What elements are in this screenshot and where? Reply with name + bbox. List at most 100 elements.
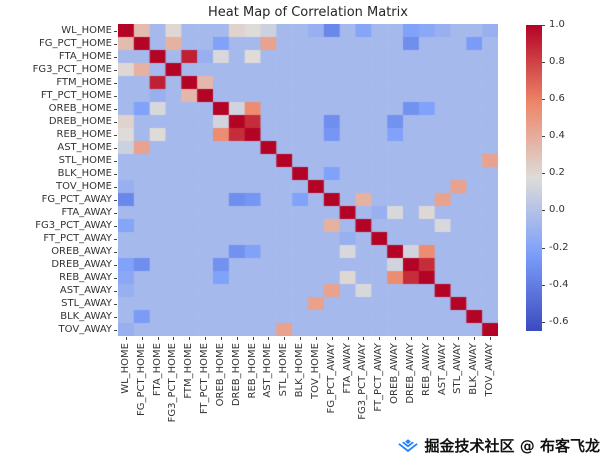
x-axis-tick <box>205 337 207 340</box>
y-axis-tick <box>114 329 117 331</box>
x-axis-tick <box>252 337 254 340</box>
y-axis-tick <box>114 56 117 58</box>
x-axis-tick <box>363 337 365 340</box>
y-axis-label: REB_AWAY <box>59 272 112 283</box>
y-axis-label: FTA_AWAY <box>61 207 112 218</box>
y-axis-tick <box>114 186 117 188</box>
y-axis-label: FT_PCT_HOME <box>40 90 112 101</box>
colorbar-tick-label: 1.0 <box>549 19 565 30</box>
y-axis-label: DREB_HOME <box>48 116 112 127</box>
x-axis-label: FG_PCT_HOME <box>135 343 147 416</box>
x-axis-label: DREB_HOME <box>230 343 242 407</box>
watermark: 掘金技术社区 @ 布客飞龙 <box>397 435 600 456</box>
x-axis-tick <box>141 337 143 340</box>
y-axis-tick <box>114 95 117 97</box>
y-axis-tick <box>114 160 117 162</box>
colorbar-tick <box>542 321 545 323</box>
colorbar-tick-label: 0.2 <box>549 167 565 179</box>
x-axis-label: TOV_AWAY <box>484 343 496 397</box>
x-axis-label: OREB_AWAY <box>389 343 401 404</box>
y-axis-label: AST_AWAY <box>59 285 112 296</box>
y-axis-label: FTM_HOME <box>56 77 112 88</box>
x-axis-tick <box>125 337 127 340</box>
y-axis-tick <box>114 82 117 84</box>
colorbar-tick <box>542 99 545 101</box>
colorbar-tick-label: 0.8 <box>549 56 565 68</box>
y-axis-tick <box>114 290 117 292</box>
y-axis-tick <box>114 251 117 253</box>
colorbar-tick-label: 0.6 <box>549 93 565 105</box>
y-axis-label: STL_AWAY <box>61 298 112 309</box>
y-axis-tick <box>114 69 117 71</box>
y-axis-label: TOV_AWAY <box>58 324 112 335</box>
y-axis-tick <box>114 316 117 318</box>
x-axis-label: AST_HOME <box>262 343 274 398</box>
y-axis-tick <box>114 212 117 214</box>
colorbar <box>526 25 542 331</box>
y-axis-tick <box>114 264 117 266</box>
x-axis-label: FG3_PCT_AWAY <box>357 343 369 420</box>
y-axis-tick <box>114 173 117 175</box>
x-axis-label: FT_PCT_HOME <box>199 343 211 415</box>
x-axis-tick <box>236 337 238 340</box>
y-axis-label: FG3_PCT_AWAY <box>35 220 112 231</box>
y-axis-tick <box>114 238 117 240</box>
watermark-text: 掘金技术社区 @ 布客飞龙 <box>424 437 600 455</box>
y-axis-label: TOV_HOME <box>56 181 112 192</box>
x-axis-tick <box>331 337 333 340</box>
colorbar-tick-label: -0.2 <box>549 241 569 253</box>
x-axis-label: TOV_HOME <box>309 343 321 399</box>
y-axis-label: DREB_AWAY <box>51 259 112 270</box>
y-axis-tick <box>114 30 117 32</box>
x-axis-tick <box>379 337 381 340</box>
y-axis-label: OREB_HOME <box>48 103 112 114</box>
x-axis-label: FTA_HOME <box>151 343 163 397</box>
x-axis-label: REB_AWAY <box>420 343 432 396</box>
y-axis-tick <box>114 303 117 305</box>
x-axis-tick <box>268 337 270 340</box>
colorbar-tick <box>542 173 545 175</box>
x-axis-tick <box>173 337 175 340</box>
y-axis-label: OREB_AWAY <box>51 246 112 257</box>
y-axis-tick <box>114 277 117 279</box>
x-axis-label: REB_HOME <box>246 343 258 399</box>
x-axis-label: OREB_HOME <box>214 343 226 407</box>
colorbar-tick <box>542 25 545 26</box>
x-axis-label: BLK_AWAY <box>468 343 480 395</box>
y-axis-label: FTA_HOME <box>58 51 112 62</box>
y-axis-label: REB_HOME <box>56 129 112 140</box>
heatmap-grid <box>118 24 498 336</box>
x-axis-tick <box>157 337 159 340</box>
x-axis-label: STL_AWAY <box>452 343 464 394</box>
y-axis-tick <box>114 199 117 201</box>
x-axis-tick <box>474 337 476 340</box>
x-axis-label: FG_PCT_AWAY <box>325 343 337 414</box>
colorbar-tick-label: -0.6 <box>549 315 569 327</box>
y-axis-tick <box>114 43 117 45</box>
x-axis-label: FT_PCT_AWAY <box>373 343 385 412</box>
colorbar-tick <box>542 284 545 286</box>
y-axis-tick <box>114 121 117 123</box>
y-axis-label: WL_HOME <box>61 25 112 36</box>
y-axis-label: BLK_HOME <box>57 168 112 179</box>
x-axis-label: FTA_AWAY <box>341 343 353 394</box>
x-axis-tick <box>395 337 397 340</box>
x-axis-label: BLK_HOME <box>294 343 306 398</box>
colorbar-tick <box>542 210 545 212</box>
x-axis-label: DREB_AWAY <box>404 343 416 404</box>
colorbar-tick <box>542 62 545 64</box>
x-axis-tick <box>315 337 317 340</box>
x-axis-label: STL_HOME <box>278 343 290 397</box>
x-axis-tick <box>189 337 191 340</box>
x-axis-tick <box>220 337 222 340</box>
y-axis-label: FG_PCT_HOME <box>39 38 112 49</box>
x-axis-label: AST_AWAY <box>436 343 448 396</box>
y-axis-tick <box>114 134 117 136</box>
x-axis-label: FTM_HOME <box>183 343 195 399</box>
x-axis-label: FG3_PCT_HOME <box>167 343 179 423</box>
y-axis-label: FG_PCT_AWAY <box>41 194 112 205</box>
colorbar-tick <box>542 247 545 249</box>
y-axis-tick <box>114 147 117 149</box>
x-axis-tick <box>300 337 302 340</box>
